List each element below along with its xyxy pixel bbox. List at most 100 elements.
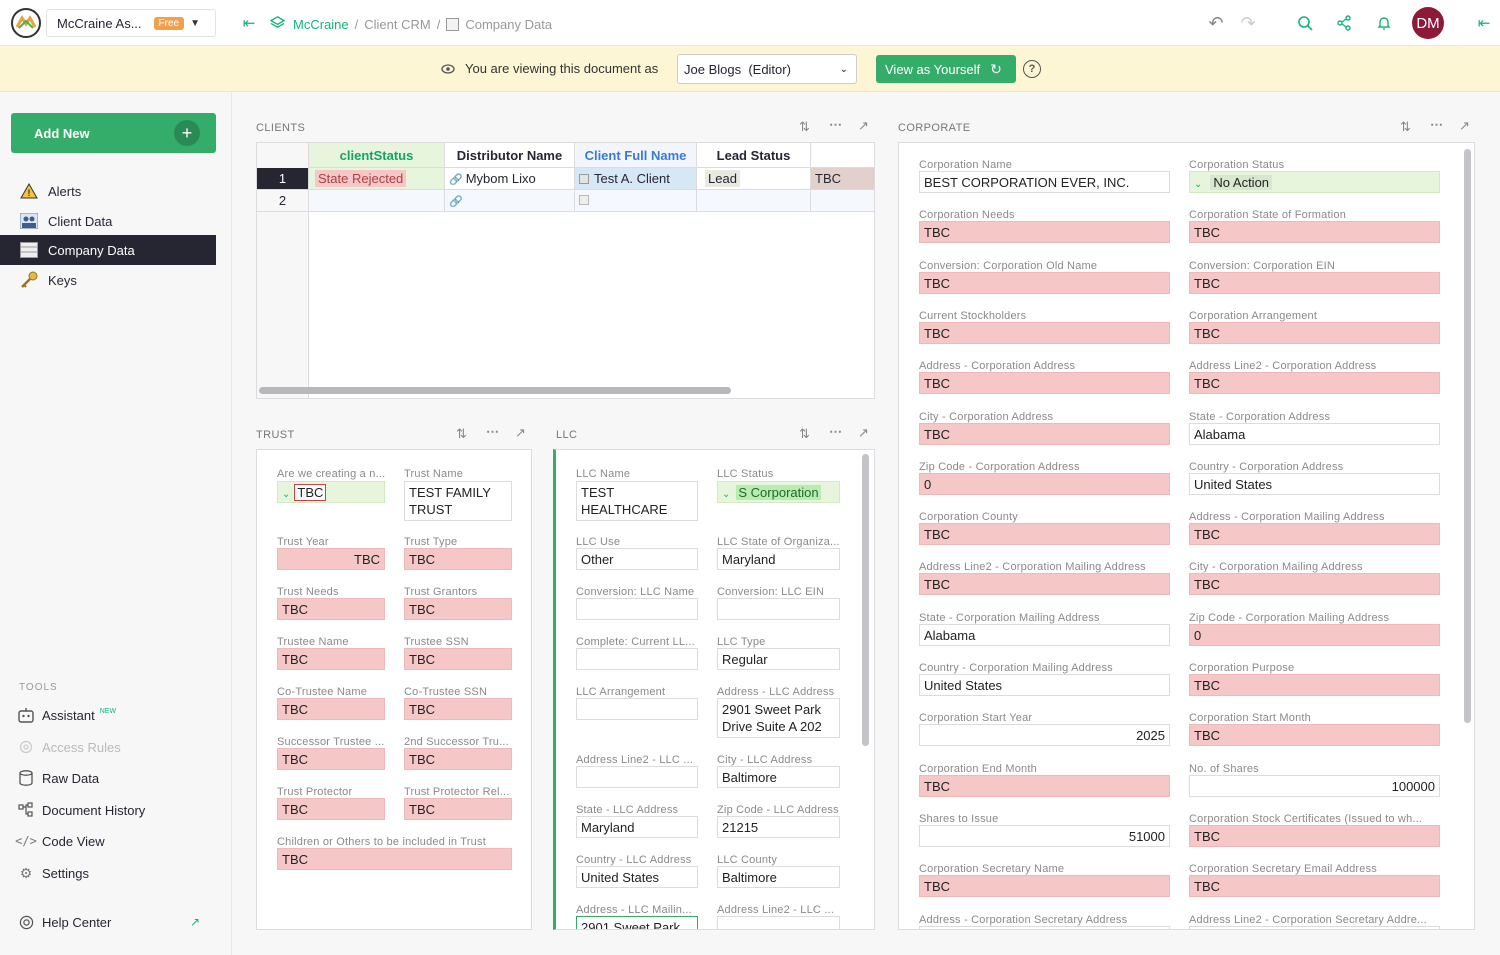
tool-access-rules[interactable]: Access Rules: [18, 739, 121, 755]
field-llc-mailing-address-line2[interactable]: [717, 916, 840, 929]
help-icon[interactable]: ?: [1023, 60, 1041, 78]
corporate-field-10[interactable]: TBC: [919, 422, 1170, 445]
more-icon[interactable]: ⋯: [829, 117, 842, 132]
field-llc-country[interactable]: United States: [576, 866, 698, 888]
field-llc-county[interactable]: Baltimore: [717, 866, 840, 888]
cell-client-full-name[interactable]: Test A. Client: [575, 168, 697, 190]
column-header-distributor-name[interactable]: Distributor Name: [445, 143, 575, 168]
horizontal-scrollbar[interactable]: [259, 387, 731, 394]
corporate-field-6[interactable]: TBC: [919, 321, 1170, 344]
search-icon[interactable]: [1294, 12, 1316, 34]
cell-client-status[interactable]: [309, 190, 445, 212]
sidebar-item-keys[interactable]: Keys: [0, 265, 216, 295]
field-llc-state[interactable]: Maryland: [576, 816, 698, 838]
share-icon[interactable]: [1333, 12, 1355, 34]
tool-assistant[interactable]: Assistant NEW: [18, 707, 116, 723]
field-llc-city[interactable]: Baltimore: [717, 766, 840, 788]
sort-filter-icon[interactable]: ⇅: [799, 119, 810, 134]
more-icon[interactable]: ⋯: [486, 424, 499, 439]
sort-filter-icon[interactable]: ⇅: [1400, 119, 1411, 134]
sort-filter-icon[interactable]: ⇅: [456, 426, 467, 441]
cell-extra[interactable]: [811, 190, 874, 212]
expand-icon[interactable]: ↗: [1459, 118, 1470, 133]
app-logo[interactable]: [11, 8, 41, 38]
field-children-included[interactable]: TBC: [277, 848, 512, 870]
tool-raw-data[interactable]: Raw Data: [18, 770, 99, 786]
field-trust-type[interactable]: TBC: [404, 548, 512, 570]
corporate-field-31[interactable]: [1189, 925, 1440, 929]
add-new-button[interactable]: Add New +: [11, 113, 216, 153]
field-llc-use[interactable]: Other: [576, 548, 698, 570]
viewer-select[interactable]: Joe Blogs (Editor) ⌄: [677, 54, 857, 84]
corporate-field-16[interactable]: TBC: [919, 573, 1170, 596]
corporate-field-21[interactable]: TBC: [1189, 674, 1440, 696]
field-llc-type[interactable]: Regular: [717, 648, 840, 670]
sidebar-item-company-data[interactable]: Company Data: [0, 235, 216, 265]
vertical-scrollbar[interactable]: [1464, 149, 1471, 723]
cell-client-status[interactable]: State Rejected: [309, 168, 445, 190]
field-llc-address-line2[interactable]: [576, 766, 698, 788]
collapse-left-icon[interactable]: ⇤: [242, 15, 256, 32]
field-llc-name[interactable]: TEST HEALTHCARE LLC: [576, 481, 698, 521]
tool-document-history[interactable]: Document History: [18, 802, 145, 818]
corporate-field-4[interactable]: TBC: [919, 271, 1170, 294]
field-llc-mailing-address[interactable]: 2901 Sweet Park: [576, 916, 698, 929]
corporate-field-11[interactable]: Alabama: [1189, 422, 1440, 445]
corporate-field-27[interactable]: TBC: [1189, 824, 1440, 847]
breadcrumb-crm[interactable]: Client CRM: [364, 16, 431, 32]
row-number[interactable]: 2: [257, 190, 309, 212]
cell-lead-status[interactable]: Lead: [697, 168, 811, 190]
avatar[interactable]: DM: [1412, 7, 1444, 39]
field-successor-trustee[interactable]: TBC: [277, 748, 385, 770]
vertical-scrollbar[interactable]: [862, 454, 869, 746]
corporate-field-14[interactable]: TBC: [919, 523, 1170, 546]
corporate-field-19[interactable]: 0: [1189, 623, 1440, 646]
corporate-field-18[interactable]: Alabama: [919, 623, 1170, 646]
field-trust-needs[interactable]: TBC: [277, 598, 385, 620]
undo-icon[interactable]: ↶: [1208, 12, 1224, 33]
corporate-field-12[interactable]: 0: [919, 472, 1170, 495]
cell-extra[interactable]: TBC: [811, 168, 874, 190]
corporate-field-5[interactable]: TBC: [1189, 271, 1440, 294]
expand-icon[interactable]: ↗: [515, 425, 526, 440]
corporate-field-2[interactable]: TBC: [919, 221, 1170, 244]
field-trust-grantors[interactable]: TBC: [404, 598, 512, 620]
corporate-field-22[interactable]: 2025: [919, 724, 1170, 747]
sidebar-item-client-data[interactable]: Client Data: [0, 206, 216, 236]
expand-icon[interactable]: ↗: [858, 425, 869, 440]
column-header-extra[interactable]: [811, 143, 874, 168]
redo-icon[interactable]: ↷: [1240, 12, 1256, 33]
collapse-right-icon[interactable]: ⇤: [1477, 15, 1491, 32]
help-center-link[interactable]: Help Center ↗: [18, 914, 200, 930]
field-conversion-llc-name[interactable]: [576, 598, 698, 620]
sidebar-item-alerts[interactable]: ! Alerts: [0, 176, 216, 206]
more-icon[interactable]: ⋯: [1430, 117, 1443, 132]
corporate-field-0[interactable]: BEST CORPORATION EVER, INC.: [919, 171, 1170, 193]
field-trust-protector-relation[interactable]: TBC: [404, 798, 512, 820]
field-llc-zip[interactable]: 21215: [717, 816, 840, 838]
cell-distributor[interactable]: 🔗 Mybom Lixo: [445, 168, 575, 190]
row-number[interactable]: 1: [257, 168, 309, 190]
corporate-field-3[interactable]: TBC: [1189, 221, 1440, 244]
column-header-lead-status[interactable]: Lead Status: [697, 143, 811, 168]
field-co-trustee-ssn[interactable]: TBC: [404, 698, 512, 720]
app-switcher[interactable]: McCraine As... Free ▼: [46, 9, 216, 37]
corporate-field-24[interactable]: TBC: [919, 774, 1170, 797]
tool-settings[interactable]: ⚙ Settings: [18, 865, 89, 881]
field-trustee-name[interactable]: TBC: [277, 648, 385, 670]
corporate-field-17[interactable]: TBC: [1189, 573, 1440, 596]
field-creating-new-trust[interactable]: ⌄ TBC: [277, 481, 385, 503]
field-conversion-llc-ein[interactable]: [717, 598, 840, 620]
corporate-field-23[interactable]: TBC: [1189, 724, 1440, 747]
corporate-field-25[interactable]: 100000: [1189, 774, 1440, 797]
corporate-field-30[interactable]: [919, 925, 1170, 929]
bell-icon[interactable]: [1373, 12, 1395, 34]
tool-code-view[interactable]: </> Code View: [15, 833, 104, 849]
cell-lead-status[interactable]: [697, 190, 811, 212]
field-co-trustee-name[interactable]: TBC: [277, 698, 385, 720]
more-icon[interactable]: ⋯: [829, 424, 842, 439]
corporate-field-1[interactable]: ⌄ No Action: [1189, 171, 1440, 193]
field-2nd-successor-trustee[interactable]: TBC: [404, 748, 512, 770]
corporate-field-28[interactable]: TBC: [919, 875, 1170, 898]
breadcrumb-root[interactable]: McCraine: [293, 16, 349, 32]
